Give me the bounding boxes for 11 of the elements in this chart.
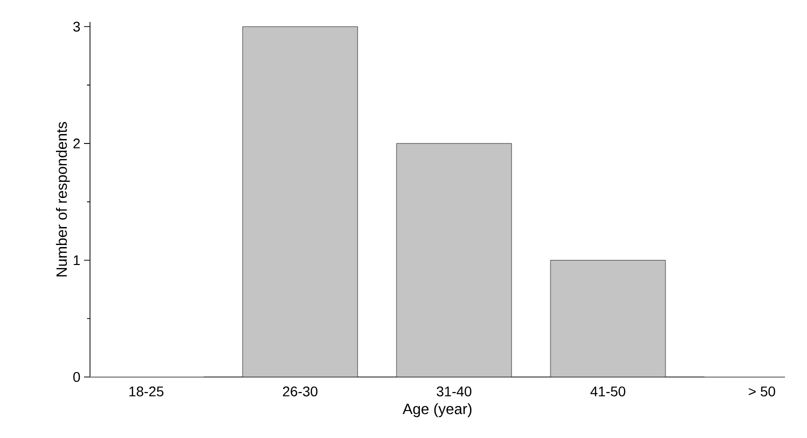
x-axis-title: Age (year) — [402, 403, 472, 418]
y-axis-title: Number of respondents — [56, 122, 70, 276]
x-tick-label: 31-40 — [436, 386, 472, 396]
x-tick-label: 26-30 — [282, 386, 318, 396]
x-tick-label: 18-25 — [129, 386, 164, 396]
y-tick-label: 0 — [73, 372, 80, 382]
y-tick-label: 1 — [74, 255, 80, 266]
x-tick-label: > 50 — [748, 386, 776, 396]
x-tick-label: 41-50 — [590, 386, 626, 396]
y-tick-label: 3 — [73, 22, 80, 32]
y-tick-label: 2 — [73, 138, 80, 148]
